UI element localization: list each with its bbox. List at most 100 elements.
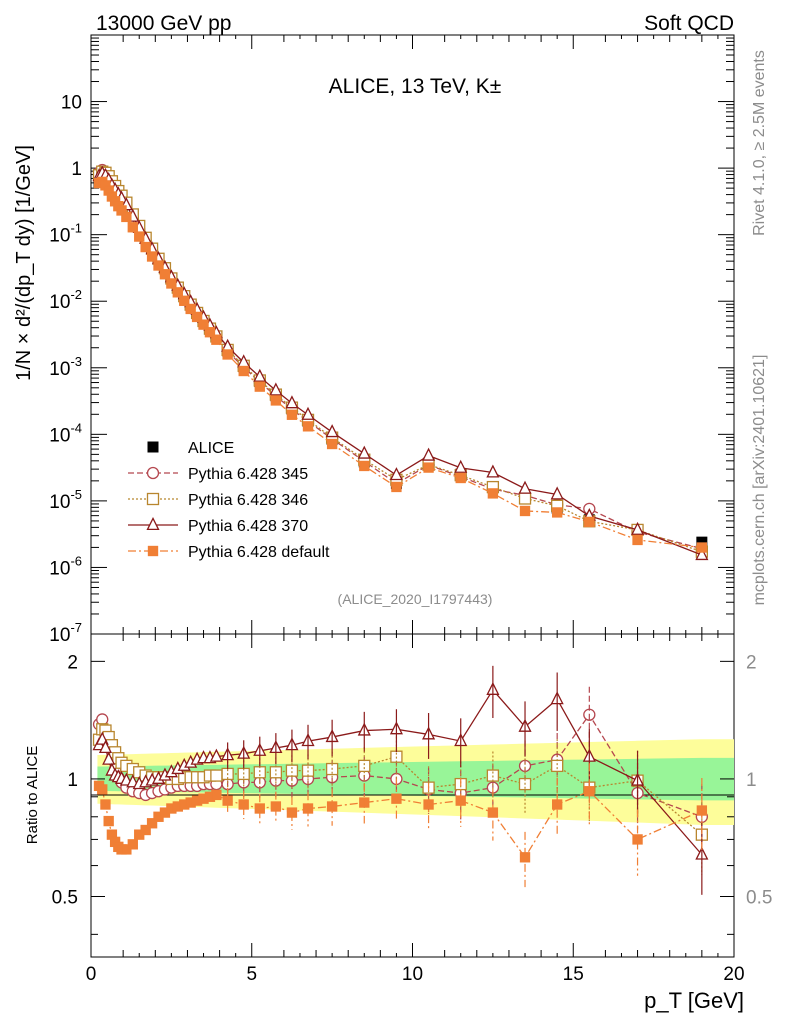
data-point: [147, 441, 159, 453]
ratio-tick-label: 1: [67, 770, 78, 791]
x-axis-title: p_T [GeV]: [644, 988, 744, 1013]
data-point: [100, 799, 111, 810]
data-point: [630, 521, 645, 535]
y-tick-label: 10: [61, 93, 82, 114]
data-point: [696, 536, 708, 548]
legend-entry: ALICE: [147, 440, 234, 457]
data-point: [134, 231, 145, 242]
data-point: [422, 447, 436, 461]
data-point: [191, 311, 203, 323]
y-tick-labels: 10 1 10-1 10-2 10-3 10-4 10-5 10-6 10-7: [49, 93, 82, 646]
y-tick-label: 1: [71, 159, 82, 180]
data-point: [172, 287, 183, 298]
ratio-tick-label: 0.5: [746, 888, 772, 909]
data-point: [454, 459, 468, 473]
data-point: [140, 824, 151, 836]
data-point: [486, 464, 500, 478]
data-point: [519, 505, 531, 517]
data-point: [254, 381, 265, 392]
data-point: [359, 460, 370, 472]
data-point: [253, 766, 266, 779]
data-point: [253, 368, 267, 382]
data-point: [210, 769, 223, 782]
data-point: [102, 751, 116, 765]
ratio-tick-labels: 0.5 0.5 1 1 2 2: [52, 652, 773, 908]
data-point: [159, 269, 171, 280]
data-point: [146, 516, 160, 531]
analysis-id: (ALICE_2020_I1797443): [338, 591, 493, 607]
x-tick-label: 0: [86, 964, 97, 985]
data-point: [357, 445, 371, 459]
ratio-tick-label: 1: [746, 770, 757, 791]
data-point: [518, 492, 532, 505]
ratio-axis-title: Ratio to ALICE: [24, 746, 41, 844]
legend-entry: Pythia 6.428 345: [128, 466, 308, 483]
data-point: [518, 480, 532, 494]
y-tick-label: 10-5: [49, 487, 82, 513]
legend-entry: Pythia 6.428 default: [128, 544, 330, 561]
data-point: [127, 839, 138, 850]
data-point: [423, 462, 434, 473]
data-point: [696, 542, 708, 553]
data-point: [391, 481, 402, 493]
data-point: [285, 764, 299, 777]
x-tick-label: 20: [723, 964, 744, 985]
x-tick-label: 10: [402, 964, 423, 985]
data-point: [550, 486, 564, 500]
data-point: [326, 438, 338, 450]
data-point: [301, 406, 315, 420]
header-right: Soft QCD: [644, 12, 734, 35]
x-tick-labels: 0 5 10 15 20: [86, 964, 745, 985]
data-point: [695, 546, 709, 561]
y-axis-title: 1/N × d²/(dp_T dy) [1/GeV]: [13, 145, 35, 381]
data-point: [211, 789, 222, 801]
ratio-tick-label: 2: [67, 652, 78, 673]
data-point: [198, 319, 209, 330]
legend-entry: Pythia 6.428 370: [128, 516, 308, 535]
data-point: [455, 472, 466, 484]
data-point: [302, 421, 314, 432]
data-point: [487, 488, 499, 499]
series-layer: [92, 163, 709, 895]
data-point: [146, 251, 158, 262]
legend-label: Pythia 6.428 default: [188, 544, 330, 561]
data-point: [286, 409, 298, 420]
mcplots-label: mcplots.cern.ch [arXiv:2401.10621]: [751, 355, 768, 606]
legend-entry: Pythia 6.428 346: [128, 492, 308, 509]
data-point: [146, 492, 160, 506]
data-point: [153, 260, 164, 271]
data-point: [389, 467, 403, 481]
legend-label: Pythia 6.428 346: [188, 492, 308, 509]
data-point: [98, 739, 113, 754]
legend-label: ALICE: [188, 440, 234, 457]
data-point: [204, 327, 216, 338]
data-point: [147, 545, 159, 557]
y-tick-label: 10-6: [49, 553, 82, 579]
data-point: [552, 507, 563, 518]
y-tick-label: 10-2: [49, 287, 82, 313]
x-tick-label: 5: [246, 964, 257, 985]
data-point: [238, 365, 249, 377]
data-point: [211, 334, 222, 345]
data-point: [285, 395, 299, 409]
data-point: [146, 818, 158, 829]
data-point: [185, 303, 196, 315]
data-point: [179, 295, 190, 306]
data-point: [551, 759, 564, 773]
data-point: [584, 516, 595, 528]
x-tick-label: 15: [563, 964, 584, 985]
data-point: [140, 241, 151, 253]
data-point: [127, 222, 138, 233]
data-point: [325, 424, 339, 438]
y-tick-label: 10-1: [49, 221, 82, 247]
ratio-tick-label: 0.5: [52, 888, 78, 909]
data-point: [358, 759, 371, 773]
data-point: [146, 466, 160, 480]
data-point: [632, 534, 643, 546]
series-3: [92, 165, 709, 895]
data-point: [121, 211, 132, 223]
series-4: [93, 176, 708, 888]
y-tick-label: 10-3: [49, 354, 82, 380]
legend-label: Pythia 6.428 370: [188, 518, 308, 535]
